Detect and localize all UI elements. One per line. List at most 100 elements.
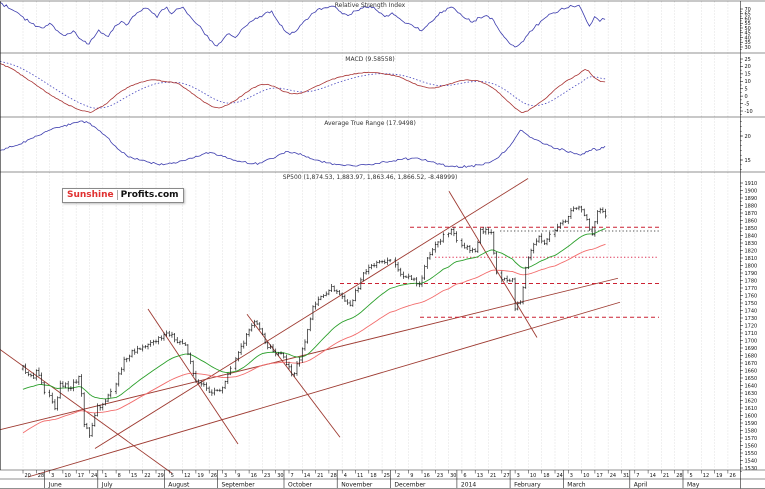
svg-text:10: 10: [530, 473, 536, 479]
svg-text:1810: 1810: [745, 256, 758, 262]
svg-text:1820: 1820: [745, 248, 758, 254]
svg-text:21: 21: [490, 473, 496, 479]
svg-text:11: 11: [357, 473, 363, 479]
svg-text:19: 19: [716, 473, 722, 479]
svg-text:March: March: [567, 482, 585, 489]
svg-text:1630: 1630: [745, 391, 758, 397]
svg-text:30: 30: [277, 473, 283, 479]
svg-text:1560: 1560: [745, 443, 758, 449]
svg-text:February: February: [514, 482, 541, 489]
svg-text:13: 13: [477, 473, 483, 479]
svg-text:1: 1: [104, 473, 107, 479]
svg-text:17: 17: [78, 473, 84, 479]
svg-text:55: 55: [745, 21, 751, 27]
svg-text:9: 9: [237, 473, 240, 479]
svg-text:15: 15: [745, 72, 751, 78]
svg-text:1850: 1850: [745, 226, 758, 232]
svg-text:1670: 1670: [745, 361, 758, 367]
svg-text:20: 20: [745, 134, 751, 140]
svg-text:12: 12: [184, 473, 190, 479]
svg-text:1790: 1790: [745, 271, 758, 277]
svg-text:5: 5: [745, 87, 748, 93]
svg-text:7: 7: [636, 473, 639, 479]
logo-text-sunshine: Sunshine: [67, 190, 118, 200]
svg-text:17: 17: [596, 473, 602, 479]
svg-text:29: 29: [158, 473, 164, 479]
svg-text:0: 0: [745, 94, 748, 100]
svg-text:1540: 1540: [745, 458, 758, 464]
svg-text:1720: 1720: [745, 323, 758, 329]
svg-text:2: 2: [397, 473, 400, 479]
svg-text:28: 28: [676, 473, 682, 479]
svg-text:12: 12: [703, 473, 709, 479]
svg-text:5: 5: [690, 473, 693, 479]
svg-text:June: June: [48, 482, 62, 489]
svg-text:1690: 1690: [745, 346, 758, 352]
svg-text:1840: 1840: [745, 233, 758, 239]
svg-text:18: 18: [543, 473, 549, 479]
svg-text:24: 24: [91, 473, 97, 479]
logo-text-profits: Profits.com: [120, 190, 179, 200]
svg-text:9: 9: [410, 473, 413, 479]
svg-text:1770: 1770: [745, 286, 758, 292]
svg-text:26: 26: [211, 473, 217, 479]
svg-text:July: July: [101, 482, 113, 489]
svg-text:35: 35: [745, 40, 751, 46]
svg-text:23: 23: [437, 473, 443, 479]
svg-text:1590: 1590: [745, 421, 758, 427]
svg-text:10: 10: [583, 473, 589, 479]
svg-text:May: May: [687, 482, 700, 489]
svg-text:1740: 1740: [745, 308, 758, 314]
svg-text:1730: 1730: [745, 316, 758, 322]
svg-text:1550: 1550: [745, 451, 758, 457]
svg-text:27: 27: [503, 473, 509, 479]
svg-text:24: 24: [610, 473, 616, 479]
svg-text:20: 20: [745, 64, 751, 70]
svg-text:3: 3: [517, 473, 520, 479]
svg-text:1660: 1660: [745, 368, 758, 374]
svg-text:1910: 1910: [745, 181, 758, 187]
svg-text:1580: 1580: [745, 428, 758, 434]
svg-text:23: 23: [264, 473, 270, 479]
svg-text:22: 22: [144, 473, 150, 479]
svg-text:19: 19: [197, 473, 203, 479]
svg-text:1610: 1610: [745, 406, 758, 412]
svg-text:20: 20: [25, 473, 31, 479]
svg-text:21: 21: [663, 473, 669, 479]
svg-text:3: 3: [570, 473, 573, 479]
svg-text:1640: 1640: [745, 383, 758, 389]
svg-text:50: 50: [745, 26, 751, 32]
svg-text:40: 40: [745, 35, 751, 41]
svg-text:21: 21: [317, 473, 323, 479]
svg-text:April: April: [634, 482, 648, 489]
svg-text:1800: 1800: [745, 263, 758, 269]
svg-text:August: August: [168, 482, 190, 489]
svg-text:65: 65: [745, 12, 751, 18]
svg-text:1780: 1780: [745, 278, 758, 284]
svg-text:7: 7: [291, 473, 294, 479]
svg-text:18: 18: [370, 473, 376, 479]
svg-text:3: 3: [51, 473, 54, 479]
svg-text:5: 5: [171, 473, 174, 479]
svg-text:1830: 1830: [745, 241, 758, 247]
svg-text:15: 15: [131, 473, 137, 479]
svg-text:1900: 1900: [745, 188, 758, 194]
svg-text:2014: 2014: [461, 482, 476, 489]
svg-text:November: November: [341, 482, 373, 489]
svg-text:10: 10: [745, 79, 751, 85]
svg-text:-10: -10: [745, 109, 753, 115]
svg-text:6: 6: [463, 473, 466, 479]
svg-text:1600: 1600: [745, 413, 758, 419]
svg-text:1870: 1870: [745, 211, 758, 217]
svg-text:1860: 1860: [745, 218, 758, 224]
svg-text:31: 31: [623, 473, 629, 479]
svg-text:September: September: [222, 482, 256, 489]
svg-text:16: 16: [251, 473, 257, 479]
svg-text:1750: 1750: [745, 301, 758, 307]
svg-text:December: December: [394, 482, 426, 489]
svg-text:10: 10: [64, 473, 70, 479]
svg-text:1710: 1710: [745, 331, 758, 337]
svg-text:1620: 1620: [745, 398, 758, 404]
